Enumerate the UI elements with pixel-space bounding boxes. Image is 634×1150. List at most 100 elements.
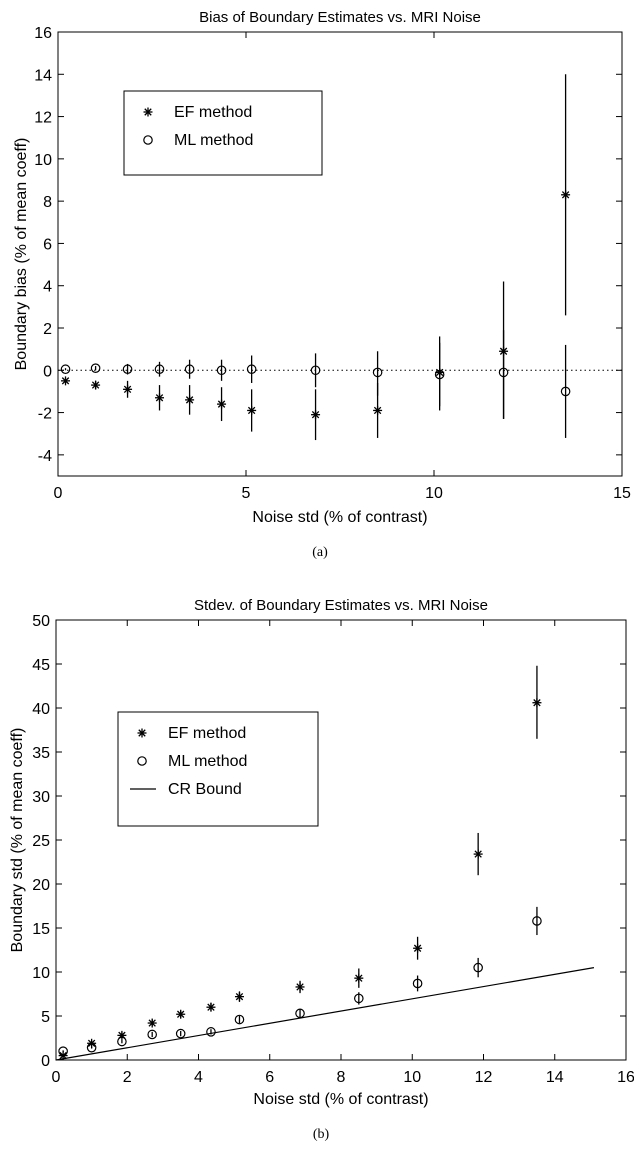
y-tick-label: 0 — [41, 1053, 50, 1070]
data-point — [147, 1018, 157, 1028]
chart-title: Stdev. of Boundary Estimates vs. MRI Noi… — [194, 597, 488, 614]
data-point — [86, 1042, 97, 1053]
data-point — [175, 1028, 186, 1039]
y-tick-label: 45 — [32, 657, 50, 674]
data-point — [147, 1029, 157, 1040]
y-tick-label: 0 — [43, 363, 52, 380]
y-tick-label: 12 — [34, 110, 52, 127]
data-point — [117, 1036, 127, 1047]
data-point — [560, 386, 571, 397]
y-tick-label: 14 — [34, 67, 52, 84]
legend-marker-asterisk — [137, 728, 147, 738]
data-point — [434, 369, 445, 380]
data-point — [60, 364, 71, 375]
legend-marker-circle — [137, 756, 147, 766]
chart-panel-b: Stdev. of Boundary Estimates vs. MRI Noi… — [9, 597, 634, 1142]
legend-entry-label: CR Bound — [168, 781, 242, 798]
data-point — [155, 393, 165, 403]
x-tick-label: 16 — [617, 1069, 634, 1086]
x-tick-label: 10 — [425, 485, 443, 502]
data-point — [234, 1014, 245, 1025]
x-tick-label: 6 — [265, 1069, 274, 1086]
data-point — [122, 364, 133, 375]
data-point — [311, 410, 321, 420]
y-tick-label: 4 — [43, 279, 52, 296]
data-point — [247, 405, 257, 415]
data-point — [206, 1002, 216, 1012]
legend-entry-label: EF method — [174, 104, 252, 121]
y-tick-label: 15 — [32, 921, 50, 938]
y-tick-label: 10 — [34, 152, 52, 169]
data-point — [498, 367, 509, 378]
data-point — [206, 1027, 216, 1037]
data-point — [354, 993, 364, 1004]
data-point — [234, 992, 244, 1002]
data-point — [373, 405, 383, 415]
cr-bound-line — [55, 967, 595, 1061]
y-tick-label: 10 — [32, 965, 50, 982]
data-point — [91, 380, 101, 390]
legend-entry-label: ML method — [168, 753, 247, 770]
data-point — [532, 698, 542, 708]
legend: EF method ML method CR Bound — [117, 711, 319, 827]
y-tick-label: 40 — [32, 701, 50, 718]
series-ml-method — [58, 906, 542, 1056]
data-point — [90, 363, 101, 373]
chart-panel-a: Bias of Boundary Estimates vs. MRI Noise… — [13, 9, 631, 560]
data-point — [61, 376, 71, 386]
data-point — [532, 916, 542, 926]
data-point — [184, 364, 195, 375]
legend-box — [123, 90, 323, 176]
x-tick-label: 12 — [475, 1069, 493, 1086]
figure-caption: (a) — [312, 545, 328, 560]
legend-marker-circle — [143, 135, 153, 145]
y-tick-label: 5 — [41, 1009, 50, 1026]
y-tick-label: -4 — [38, 448, 52, 465]
data-point — [246, 364, 257, 375]
y-axis-label: Boundary std (% of mean coeff) — [9, 728, 26, 953]
x-tick-label: 2 — [123, 1069, 132, 1086]
data-point — [217, 399, 227, 409]
y-tick-label: 20 — [32, 877, 50, 894]
data-point — [310, 365, 321, 376]
legend-entry-label: ML method — [174, 132, 253, 149]
data-point — [412, 978, 423, 989]
x-tick-label: 10 — [403, 1069, 421, 1086]
y-tick-label: 50 — [32, 613, 50, 630]
data-point — [561, 190, 571, 200]
x-tick-label: 14 — [546, 1069, 564, 1086]
y-tick-label: -2 — [38, 406, 52, 423]
x-tick-label: 8 — [337, 1069, 346, 1086]
data-point — [413, 943, 423, 953]
y-tick-label: 2 — [43, 321, 52, 338]
series-ml-method — [60, 330, 571, 438]
y-tick-label: 16 — [34, 25, 52, 42]
legend-marker-asterisk — [143, 107, 153, 117]
x-tick-label: 0 — [54, 485, 63, 502]
x-tick-label: 5 — [242, 485, 251, 502]
series-cr-bound — [55, 967, 595, 1061]
y-tick-label: 25 — [32, 833, 50, 850]
data-point — [185, 395, 195, 405]
y-tick-label: 8 — [43, 194, 52, 211]
data-point — [473, 962, 483, 973]
data-point — [58, 1046, 68, 1056]
x-tick-label: 15 — [613, 485, 631, 502]
legend-entry-label: EF method — [168, 725, 246, 742]
data-point — [154, 364, 165, 375]
x-axis-label: Noise std (% of contrast) — [253, 1091, 428, 1108]
data-point — [295, 982, 305, 992]
y-tick-label: 35 — [32, 745, 50, 762]
legend: EF method ML method — [123, 90, 323, 176]
data-point — [176, 1009, 186, 1019]
x-tick-label: 4 — [194, 1069, 203, 1086]
plot-frame — [57, 31, 623, 477]
data-point — [216, 365, 227, 376]
plot-frame — [55, 619, 627, 1061]
x-tick-label: 0 — [52, 1069, 61, 1086]
chart-title: Bias of Boundary Estimates vs. MRI Noise — [199, 9, 481, 26]
figure-caption: (b) — [313, 1127, 330, 1142]
y-tick-label: 30 — [32, 789, 50, 806]
data-point — [123, 384, 133, 394]
